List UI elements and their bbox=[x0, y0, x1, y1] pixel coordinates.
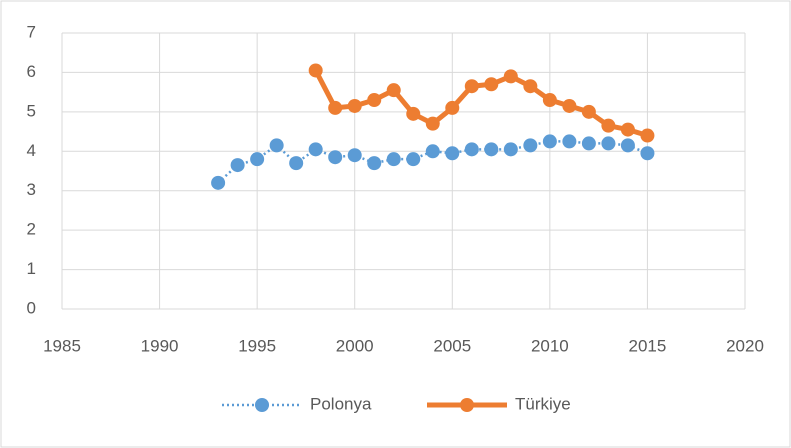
marker bbox=[581, 136, 596, 151]
marker bbox=[542, 93, 557, 108]
marker bbox=[523, 79, 538, 94]
marker bbox=[367, 156, 382, 171]
marker bbox=[620, 138, 635, 153]
x-tick-label: 1995 bbox=[238, 336, 276, 355]
y-tick-label: 6 bbox=[27, 62, 36, 81]
marker bbox=[503, 142, 518, 157]
x-tick-label: 2020 bbox=[726, 336, 764, 355]
x-tick-label: 2010 bbox=[531, 336, 569, 355]
marker bbox=[581, 104, 596, 119]
y-tick-label: 7 bbox=[27, 22, 36, 41]
y-tick-label: 3 bbox=[27, 180, 36, 199]
marker bbox=[328, 150, 343, 165]
marker bbox=[250, 152, 265, 167]
marker bbox=[406, 106, 421, 121]
marker bbox=[620, 122, 635, 137]
marker bbox=[367, 93, 382, 108]
marker bbox=[425, 116, 440, 131]
marker bbox=[386, 83, 401, 98]
marker bbox=[230, 158, 245, 173]
x-tick-label: 2005 bbox=[433, 336, 471, 355]
legend-marker bbox=[460, 398, 474, 412]
y-tick-label: 2 bbox=[27, 220, 36, 239]
marker bbox=[211, 175, 226, 190]
y-tick-label: 0 bbox=[27, 298, 36, 317]
marker bbox=[503, 69, 518, 84]
marker bbox=[425, 144, 440, 159]
marker bbox=[484, 142, 499, 157]
marker bbox=[386, 152, 401, 167]
marker bbox=[308, 63, 323, 78]
marker bbox=[601, 118, 616, 133]
marker bbox=[484, 77, 499, 92]
marker bbox=[308, 142, 323, 157]
marker bbox=[464, 142, 479, 157]
marker bbox=[640, 146, 655, 161]
marker bbox=[640, 128, 655, 143]
marker bbox=[562, 134, 577, 149]
marker bbox=[562, 98, 577, 113]
marker bbox=[542, 134, 557, 149]
marker bbox=[269, 138, 284, 153]
legend-marker bbox=[255, 398, 269, 412]
marker bbox=[601, 136, 616, 151]
marker bbox=[523, 138, 538, 153]
x-tick-label: 2000 bbox=[336, 336, 374, 355]
x-tick-label: 2015 bbox=[629, 336, 667, 355]
legend-label: Polonya bbox=[310, 394, 372, 413]
marker bbox=[445, 146, 460, 161]
x-tick-label: 1985 bbox=[43, 336, 81, 355]
marker bbox=[464, 79, 479, 94]
legend-label: Türkiye bbox=[515, 394, 571, 413]
y-tick-label: 5 bbox=[27, 101, 36, 120]
marker bbox=[445, 100, 460, 115]
y-tick-label: 4 bbox=[27, 141, 36, 160]
x-tick-label: 1990 bbox=[141, 336, 179, 355]
marker bbox=[347, 148, 362, 163]
marker bbox=[406, 152, 421, 167]
y-tick-label: 1 bbox=[27, 259, 36, 278]
marker bbox=[289, 156, 304, 171]
marker bbox=[347, 98, 362, 113]
marker bbox=[328, 100, 343, 115]
